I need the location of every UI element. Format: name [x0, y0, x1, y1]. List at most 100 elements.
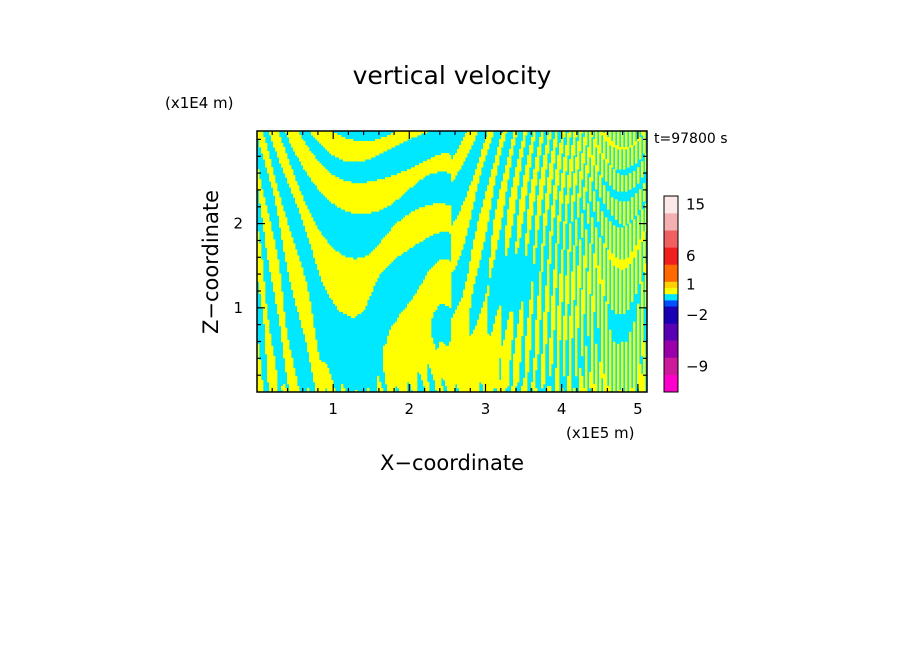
field-cell — [629, 357, 632, 361]
field-cell — [641, 219, 644, 222]
field-cell — [553, 149, 556, 152]
field-cell — [489, 263, 494, 266]
field-cell — [633, 361, 636, 365]
field-cell — [579, 187, 582, 190]
field-cell — [273, 285, 282, 288]
field-cell — [303, 327, 316, 331]
field-cell — [623, 285, 626, 288]
field-cell — [479, 219, 490, 222]
field-cell — [555, 389, 560, 392]
field-cell — [561, 139, 564, 142]
field-cell — [621, 137, 624, 140]
field-cell — [637, 225, 640, 228]
field-cell — [505, 171, 510, 174]
field-cell — [563, 157, 568, 160]
field-cell — [517, 231, 522, 234]
field-cell — [527, 159, 532, 162]
field-cell — [631, 269, 634, 272]
field-cell — [637, 227, 640, 230]
field-cell — [297, 309, 312, 313]
field-cell — [579, 263, 582, 266]
field-cell — [583, 189, 588, 192]
field-cell — [553, 139, 558, 142]
field-cell — [599, 243, 602, 246]
field-cell — [547, 265, 550, 268]
field-cell — [567, 193, 570, 196]
field-cell — [557, 311, 562, 315]
field-cell — [573, 131, 578, 134]
field-cell — [573, 193, 576, 196]
field-cell — [617, 253, 620, 256]
field-cell — [571, 285, 576, 288]
field-cell — [637, 323, 640, 327]
field-cell — [511, 389, 516, 392]
field-cell — [575, 225, 578, 228]
field-cell — [599, 363, 604, 367]
field-cell — [505, 335, 514, 339]
field-cell — [391, 325, 432, 329]
field-cell — [611, 161, 614, 164]
field-cell — [471, 257, 482, 260]
field-cell — [629, 255, 638, 258]
field-cell — [397, 173, 430, 176]
field-cell — [605, 313, 608, 317]
field-cell — [607, 249, 612, 252]
field-cell — [527, 219, 532, 222]
field-cell — [549, 251, 552, 254]
field-cell — [603, 201, 606, 204]
field-cell — [597, 209, 600, 212]
field-cell — [601, 285, 606, 288]
field-cell — [535, 347, 540, 351]
field-cell — [487, 135, 494, 138]
field-cell — [633, 227, 636, 230]
field-cell — [589, 199, 592, 202]
field-cell — [535, 327, 540, 331]
field-cell — [609, 353, 612, 357]
field-cell — [489, 179, 496, 182]
field-cell — [595, 175, 598, 178]
field-cell — [595, 135, 598, 138]
field-cell — [561, 189, 564, 192]
field-cell — [643, 241, 646, 244]
field-cell — [535, 345, 540, 349]
field-cell — [601, 359, 604, 363]
field-cell — [591, 305, 596, 309]
field-cell — [523, 177, 530, 180]
field-cell — [491, 173, 498, 176]
field-cell — [577, 285, 582, 288]
field-cell — [565, 279, 570, 282]
field-cell — [453, 157, 466, 160]
field-cell — [473, 245, 484, 248]
field-cell — [327, 389, 336, 392]
field-cell — [545, 151, 550, 154]
field-cell — [387, 233, 434, 236]
field-cell — [639, 387, 646, 391]
field-cell — [479, 313, 488, 317]
field-cell — [609, 227, 612, 230]
field-cell — [467, 275, 476, 278]
field-cell — [567, 253, 570, 256]
field-cell — [289, 183, 298, 186]
field-cell — [587, 333, 590, 337]
field-cell — [607, 197, 610, 200]
field-cell — [635, 207, 638, 210]
field-cell — [585, 173, 588, 176]
field-cell — [593, 267, 596, 270]
field-cell — [547, 267, 550, 270]
field-cell — [537, 149, 542, 152]
field-cell — [525, 173, 530, 176]
field-cell — [619, 279, 622, 282]
field-cell — [621, 251, 624, 254]
field-cell — [531, 179, 538, 182]
field-cell — [581, 331, 584, 335]
field-cell — [299, 311, 312, 315]
field-cell — [599, 257, 602, 260]
field-cell — [623, 283, 626, 286]
colorbar-band — [664, 323, 678, 341]
field-cell — [589, 381, 594, 385]
field-cell — [563, 369, 566, 373]
field-cell — [571, 217, 574, 220]
field-cell — [277, 209, 284, 212]
colorbar-label: −9 — [686, 357, 708, 375]
field-cell — [631, 153, 634, 156]
